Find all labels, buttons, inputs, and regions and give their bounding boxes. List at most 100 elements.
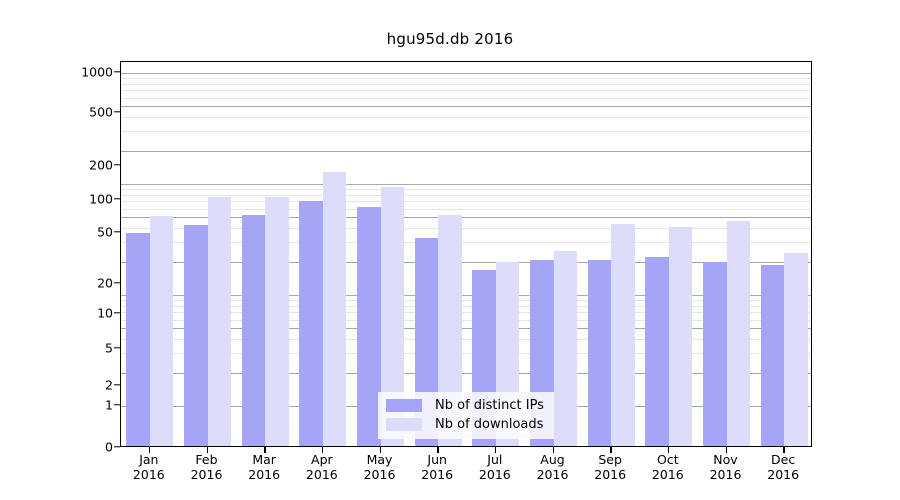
- x-tick-label-line: 2016: [248, 467, 281, 482]
- y-axis: 0 1 2 5 10 20 50 100 200 500 1000: [58, 0, 120, 500]
- y-tick-mark: [114, 198, 120, 200]
- x-tick-label-line: 2016: [594, 467, 627, 482]
- bar-distinct-ips: [760, 264, 785, 446]
- gridline-minor: [121, 83, 811, 85]
- gridline-minor: [121, 117, 811, 119]
- x-tick-mark: [321, 447, 324, 453]
- x-tick-label-line: 2016: [709, 467, 742, 482]
- gridline-major: [121, 150, 811, 152]
- bar-downloads: [149, 216, 174, 446]
- bar-downloads: [726, 220, 750, 446]
- x-tick-label-line: 2016: [305, 467, 338, 482]
- x-tick-label-line: Apr: [311, 452, 333, 467]
- bar-distinct-ips: [126, 232, 150, 446]
- y-tick-label: 5: [105, 340, 113, 356]
- gridline-minor: [121, 228, 811, 230]
- gridline-minor: [121, 97, 811, 99]
- x-tick-label: May 2016: [340, 452, 420, 482]
- bar-downloads: [322, 172, 347, 446]
- y-tick-label: 1000: [81, 64, 113, 80]
- x-tick-label-line: 2016: [190, 467, 223, 482]
- bar-distinct-ips: [299, 200, 323, 446]
- x-tick-label: Aug 2016: [513, 452, 593, 482]
- x-tick-mark: [148, 447, 151, 453]
- y-tick-label: 1: [105, 397, 113, 413]
- x-tick-mark: [552, 447, 554, 453]
- bar-downloads: [438, 215, 462, 446]
- chart-legend: Nb of distinct IPs Nb of downloads: [378, 392, 554, 439]
- x-tick-label: Sep 2016: [570, 452, 650, 482]
- x-tick-label-line: May: [366, 452, 393, 467]
- legend-swatch-icon-ips: [386, 399, 422, 412]
- bar-downloads: [207, 196, 231, 446]
- gridline-minor: [121, 78, 811, 80]
- y-tick-mark: [114, 312, 120, 314]
- x-tick-label-line: Feb: [195, 452, 218, 467]
- x-tick-label-line: Jun: [427, 452, 447, 467]
- x-tick-label: Oct 2016: [628, 452, 708, 482]
- gridline-major: [121, 328, 811, 330]
- legend-label-distinct-ips: Nb of distinct IPs: [435, 398, 544, 413]
- bar-distinct-ips: [645, 257, 669, 446]
- x-tick-mark: [437, 447, 439, 453]
- x-tick-label-line: 2016: [767, 467, 800, 482]
- bar-downloads: [784, 252, 808, 446]
- y-tick-label: 20: [97, 275, 113, 291]
- y-tick-mark: [114, 71, 120, 73]
- y-tick-mark: [114, 446, 120, 448]
- gridline-minor: [121, 319, 811, 321]
- y-tick-mark: [114, 111, 120, 113]
- gridline-minor: [121, 305, 811, 307]
- legend-swatch-icon-downloads: [386, 418, 422, 431]
- gridline-major: [121, 261, 811, 263]
- x-tick-mark: [379, 447, 381, 453]
- y-tick-label: 2: [105, 377, 113, 393]
- y-tick-label: 100: [89, 191, 113, 207]
- bars-layer: [121, 62, 811, 446]
- x-tick-mark: [667, 447, 670, 453]
- x-tick-label: Nov 2016: [686, 452, 766, 482]
- plot-area: [120, 61, 812, 447]
- gridline-major: [121, 295, 811, 296]
- y-tick-label: 50: [97, 224, 113, 240]
- gridline-minor: [121, 131, 811, 133]
- gridline-minor: [121, 353, 811, 355]
- x-tick-mark: [725, 447, 727, 453]
- x-tick-label-line: 2016: [536, 467, 569, 482]
- x-tick-label-line: Oct: [657, 452, 679, 467]
- y-tick-label: 500: [89, 104, 113, 120]
- x-tick-label: Mar 2016: [224, 452, 304, 482]
- x-tick-mark: [610, 447, 612, 453]
- x-tick-label-line: 2016: [421, 467, 454, 482]
- chart-title: hgu95d.db 2016: [386, 30, 514, 48]
- legend-label-downloads: Nb of downloads: [435, 417, 544, 432]
- legend-item-distinct-ips: Nb of distinct IPs: [386, 396, 544, 415]
- bar-distinct-ips: [703, 262, 727, 446]
- x-tick-label-line: 2016: [651, 467, 684, 482]
- gridline-minor: [121, 242, 811, 244]
- x-tick-label-line: Dec: [771, 452, 796, 467]
- gridline-minor: [121, 189, 811, 191]
- x-tick-label-line: Aug: [540, 452, 565, 467]
- x-tick-label: Apr 2016: [282, 452, 362, 482]
- x-tick-mark: [206, 447, 208, 453]
- y-tick-mark: [114, 404, 120, 406]
- gridline-major: [121, 217, 811, 219]
- x-tick-mark: [264, 447, 266, 453]
- x-tick-label: Jan 2016: [109, 452, 189, 482]
- bar-distinct-ips: [241, 215, 266, 446]
- x-tick-label-line: Mar: [252, 452, 276, 467]
- legend-item-downloads: Nb of downloads: [386, 415, 544, 434]
- x-tick-label: Feb 2016: [167, 452, 247, 482]
- x-tick-label-line: Sep: [598, 452, 622, 467]
- x-tick-label-line: 2016: [363, 467, 396, 482]
- y-tick-mark: [114, 347, 120, 349]
- bar-distinct-ips: [184, 224, 208, 446]
- bar-downloads: [380, 186, 404, 446]
- x-tick-label-line: 2016: [132, 467, 165, 482]
- bar-downloads: [553, 250, 577, 446]
- bar-distinct-ips: [357, 206, 381, 446]
- y-tick-mark: [114, 282, 120, 284]
- y-tick-label: 0: [105, 439, 113, 455]
